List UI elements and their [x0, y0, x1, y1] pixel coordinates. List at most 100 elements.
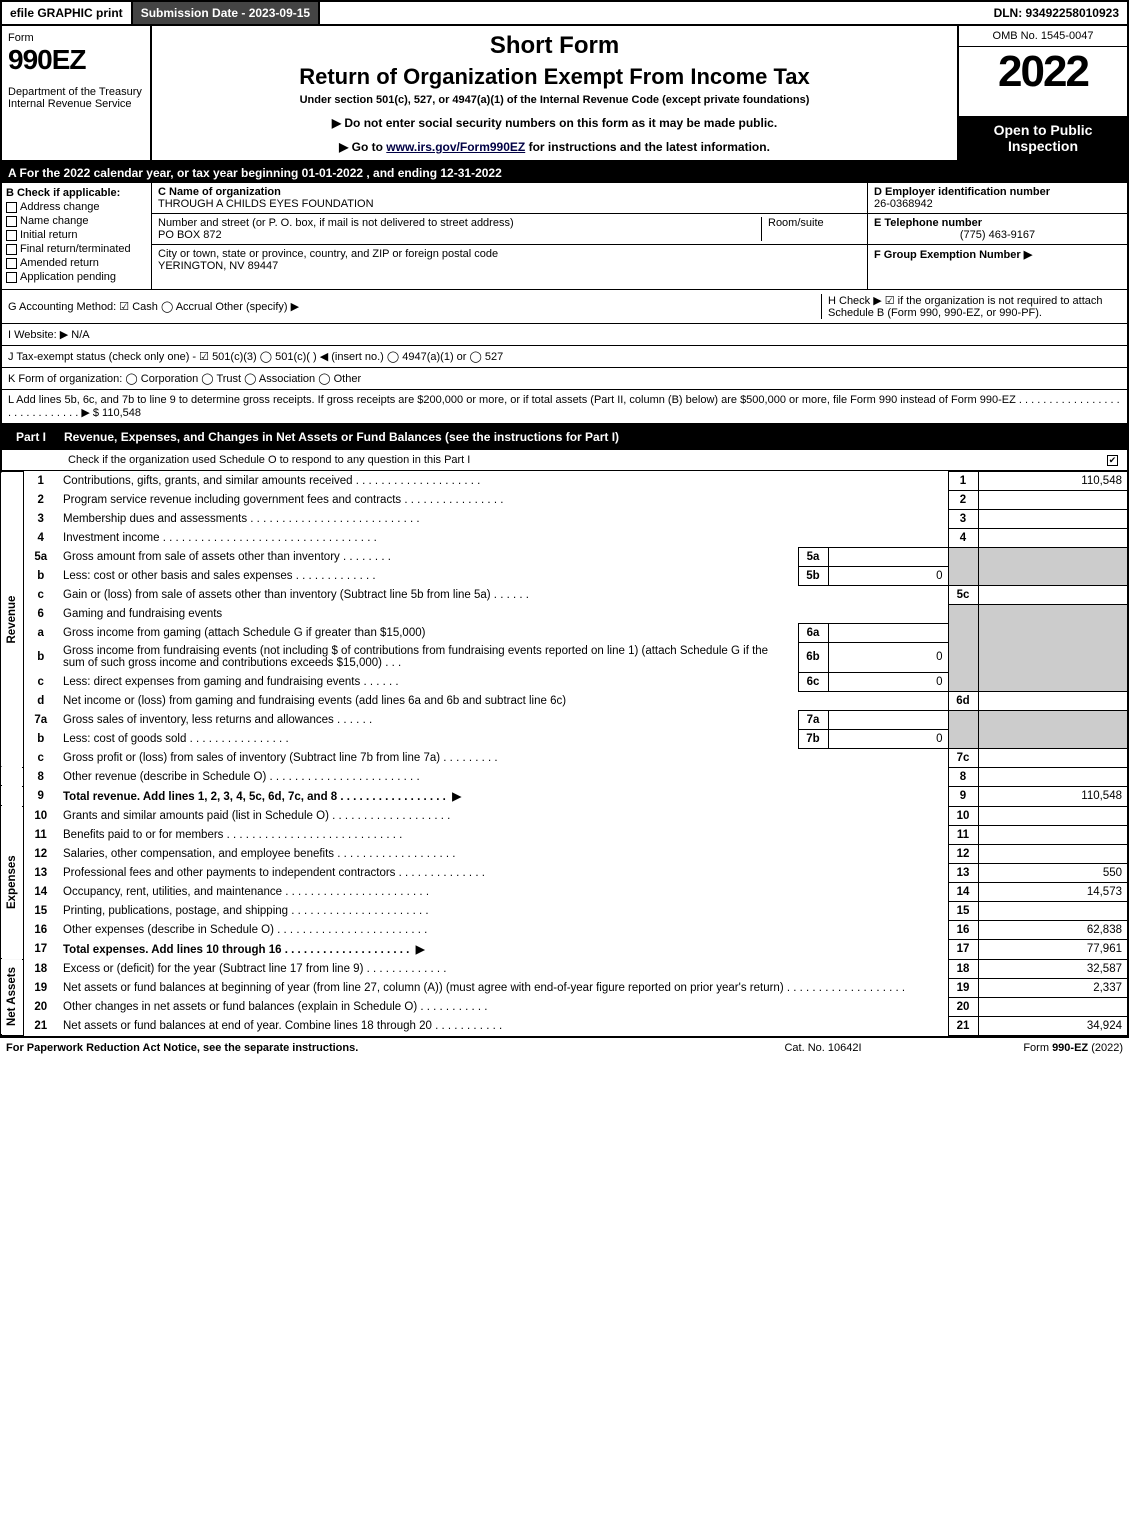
l14-num: 14: [948, 882, 978, 901]
l9-no: 9: [23, 786, 58, 806]
opt-name-change: Name change: [20, 215, 89, 227]
l13-num: 13: [948, 863, 978, 882]
l19-val: 2,337: [978, 978, 1128, 997]
check-initial-return[interactable]: Initial return: [6, 229, 147, 241]
l20-desc: Other changes in net assets or fund bala…: [63, 1001, 417, 1013]
opt-amended-return: Amended return: [20, 257, 99, 269]
check-application-pending[interactable]: Application pending: [6, 271, 147, 283]
l1-num: 1: [948, 472, 978, 491]
l6-valshade: [978, 605, 1128, 692]
check-name-change[interactable]: Name change: [6, 215, 147, 227]
form-number: 990EZ: [8, 44, 144, 76]
instruction-2-suffix: for instructions and the latest informat…: [529, 140, 770, 154]
footer-left: For Paperwork Reduction Act Notice, see …: [6, 1042, 723, 1054]
irs-link[interactable]: www.irs.gov/Form990EZ: [386, 140, 525, 154]
section-d: D Employer identification number 26-0368…: [867, 183, 1127, 289]
line-3: 3 Membership dues and assessments . . . …: [1, 510, 1128, 529]
l19-num: 19: [948, 978, 978, 997]
line-11: 11 Benefits paid to or for members . . .…: [1, 825, 1128, 844]
l7b-subval: 0: [828, 729, 948, 748]
l1-desc: Contributions, gifts, grants, and simila…: [63, 475, 353, 487]
topbar: efile GRAPHIC print Submission Date - 20…: [0, 0, 1129, 26]
line-13: 13 Professional fees and other payments …: [1, 863, 1128, 882]
l19-no: 19: [23, 978, 58, 997]
efile-print-label[interactable]: efile GRAPHIC print: [2, 2, 133, 24]
l7b-no: b: [23, 729, 58, 748]
l12-num: 12: [948, 844, 978, 863]
l21-no: 21: [23, 1016, 58, 1035]
line-7a: 7a Gross sales of inventory, less return…: [1, 710, 1128, 729]
header-center: Short Form Return of Organization Exempt…: [152, 26, 957, 160]
l5a-desc: Gross amount from sale of assets other t…: [63, 551, 340, 563]
l9-num: 9: [948, 786, 978, 806]
l4-desc: Investment income: [63, 532, 160, 544]
meta-rows: G Accounting Method: ☑ Cash ◯ Accrual Ot…: [0, 290, 1129, 424]
side-revenue: Revenue: [1, 472, 23, 768]
l5a-sub: 5a: [798, 548, 828, 567]
instruction-2-prefix: ▶ Go to: [339, 140, 386, 154]
l5b-no: b: [23, 567, 58, 586]
line-9: 9 Total revenue. Add lines 1, 2, 3, 4, 5…: [1, 786, 1128, 806]
submission-date: Submission Date - 2023-09-15: [133, 2, 320, 24]
city-label: City or town, state or province, country…: [158, 248, 498, 260]
l12-val: [978, 844, 1128, 863]
l18-num: 18: [948, 959, 978, 978]
l10-num: 10: [948, 806, 978, 825]
check-final-return[interactable]: Final return/terminated: [6, 243, 147, 255]
footer-mid: Cat. No. 10642I: [723, 1042, 923, 1054]
l7-valshade: [978, 710, 1128, 748]
phone-value: (775) 463-9167: [874, 229, 1121, 241]
line-12: 12 Salaries, other compensation, and emp…: [1, 844, 1128, 863]
l1-val: 110,548: [978, 472, 1128, 491]
check-amended-return[interactable]: Amended return: [6, 257, 147, 269]
l21-val: 34,924: [978, 1016, 1128, 1035]
l20-no: 20: [23, 997, 58, 1016]
meta-h: H Check ▶ ☑ if the organization is not r…: [821, 294, 1121, 319]
l16-no: 16: [23, 920, 58, 939]
l17-desc: Total expenses. Add lines 10 through 16: [63, 944, 282, 956]
l5a-subval: [828, 548, 948, 567]
l5c-desc: Gain or (loss) from sale of assets other…: [63, 589, 491, 601]
l7c-val: [978, 748, 1128, 767]
l6a-sub: 6a: [798, 623, 828, 642]
l16-num: 16: [948, 920, 978, 939]
l5-valshade: [978, 548, 1128, 586]
l8-num: 8: [948, 767, 978, 786]
l2-no: 2: [23, 491, 58, 510]
l5c-val: [978, 586, 1128, 605]
l7a-sub: 7a: [798, 710, 828, 729]
part1-check-text: Check if the organization used Schedule …: [8, 454, 1107, 466]
lines-table: Revenue 1 Contributions, gifts, grants, …: [0, 471, 1129, 1036]
l3-num: 3: [948, 510, 978, 529]
l6b-desc: Gross income from fundraising events (no…: [63, 645, 768, 669]
l7c-no: c: [23, 748, 58, 767]
line-14: 14 Occupancy, rent, utilities, and maint…: [1, 882, 1128, 901]
phone-row: E Telephone number (775) 463-9167: [868, 214, 1127, 245]
check-address-change[interactable]: Address change: [6, 201, 147, 213]
l11-num: 11: [948, 825, 978, 844]
l6c-sub: 6c: [798, 672, 828, 691]
line-19: 19 Net assets or fund balances at beginn…: [1, 978, 1128, 997]
l21-desc: Net assets or fund balances at end of ye…: [63, 1020, 432, 1032]
meta-g: G Accounting Method: ☑ Cash ◯ Accrual Ot…: [8, 300, 821, 313]
street-value: PO BOX 872: [158, 229, 222, 241]
l20-num: 20: [948, 997, 978, 1016]
title-short: Short Form: [158, 32, 951, 60]
line-5a: 5a Gross amount from sale of assets othe…: [1, 548, 1128, 567]
l8-val: [978, 767, 1128, 786]
section-a: A For the 2022 calendar year, or tax yea…: [0, 163, 1129, 183]
form-label: Form: [8, 32, 144, 44]
l14-val: 14,573: [978, 882, 1128, 901]
l5c-num: 5c: [948, 586, 978, 605]
inspection-label: Open to Public Inspection: [959, 116, 1127, 160]
line-15: 15 Printing, publications, postage, and …: [1, 901, 1128, 920]
part1-header: Part I Revenue, Expenses, and Changes in…: [0, 424, 1129, 450]
part1-label: Part I: [8, 428, 54, 446]
opt-final-return: Final return/terminated: [20, 243, 131, 255]
l3-val: [978, 510, 1128, 529]
l6b-no: b: [23, 642, 58, 672]
l10-val: [978, 806, 1128, 825]
l7c-desc: Gross profit or (loss) from sales of inv…: [63, 752, 440, 764]
topbar-spacer: [320, 2, 985, 24]
part1-checkbox[interactable]: [1107, 455, 1118, 466]
